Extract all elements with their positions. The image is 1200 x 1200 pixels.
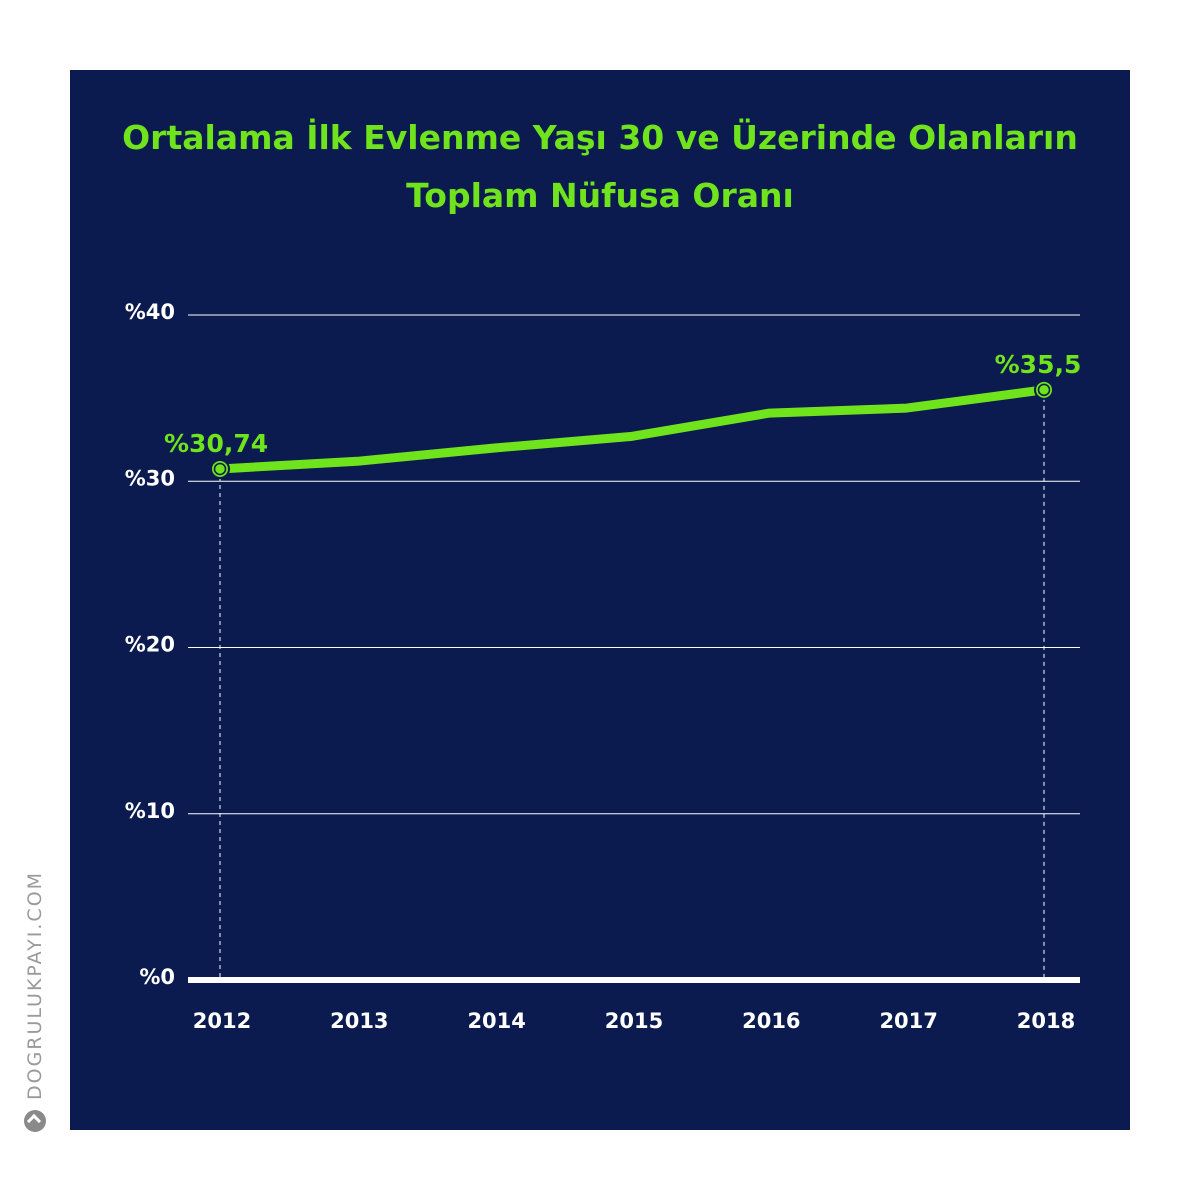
data-point (490, 444, 499, 452)
chart-title-line-1: Ortalama İlk Evlenme Yaşı 30 ve Üzerinde… (122, 118, 1078, 157)
chart-panel (70, 70, 1130, 1130)
y-tick-label: %20 (125, 633, 175, 657)
annotation-marker-inner (1037, 383, 1051, 397)
chart-title-line-2: Toplam Nüfusa Oranı (406, 176, 794, 215)
x-tick-label: 2015 (605, 1009, 663, 1033)
x-tick-label: 2014 (467, 1009, 525, 1033)
watermark: DOGRULUKPAYI.COM (24, 871, 46, 1132)
data-point (765, 409, 774, 418)
series-line (215, 385, 1049, 474)
data-label: %30,74 (164, 429, 268, 458)
x-tick-label: 2013 (330, 1009, 388, 1033)
data-point (902, 404, 911, 413)
y-tick-label: %30 (125, 466, 175, 490)
y-tick-label: %40 (125, 300, 175, 324)
data-point (628, 432, 636, 441)
watermark-text: DOGRULUKPAYI.COM (24, 870, 46, 1100)
x-tick-label: 2017 (879, 1009, 937, 1033)
annotation-marker-inner (213, 462, 227, 476)
data-label: %35,5 (995, 350, 1082, 379)
y-tick-label: %10 (125, 799, 175, 823)
x-tick-label: 2018 (1017, 1009, 1075, 1033)
x-tick-label: 2012 (193, 1009, 251, 1033)
logo-icon (24, 1110, 46, 1132)
x-tick-label: 2016 (742, 1009, 800, 1033)
data-point (353, 457, 362, 466)
y-tick-label: %0 (139, 965, 175, 989)
